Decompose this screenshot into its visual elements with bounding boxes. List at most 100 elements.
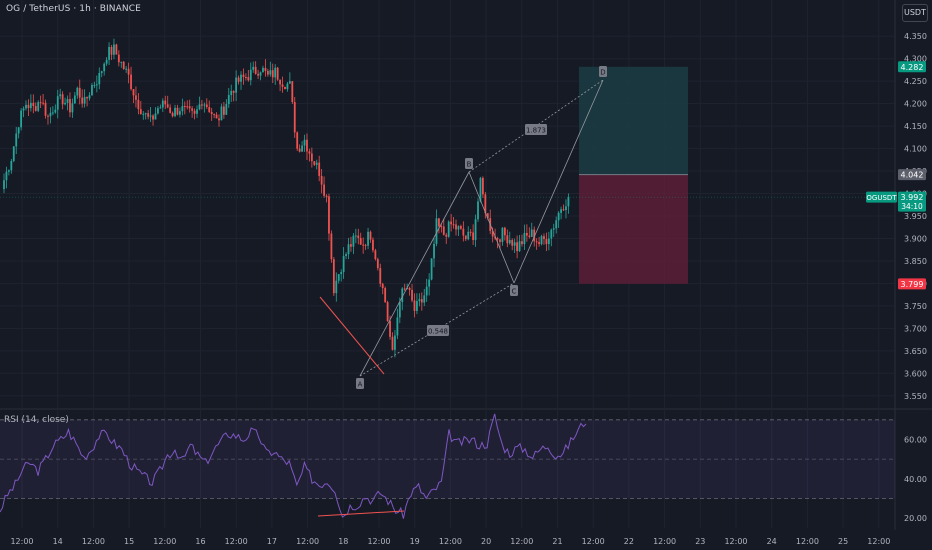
price-axis[interactable]: 4.3504.3004.2504.2004.1504.1004.0504.000…	[904, 32, 927, 523]
candle-body	[152, 115, 154, 120]
price-tick-label: 4.300	[904, 55, 927, 64]
candle-body	[198, 104, 201, 110]
candle-body	[166, 104, 169, 108]
candle-body	[306, 139, 308, 152]
pattern-ratio-label: 1.873	[526, 127, 546, 135]
candle-body	[203, 104, 206, 106]
candle-body	[71, 103, 74, 113]
candle-body	[340, 272, 343, 275]
candle-body	[496, 238, 499, 240]
candle-body	[374, 250, 377, 260]
candle-body	[127, 68, 130, 75]
candle-body	[445, 234, 448, 237]
time-tick-label: 17	[267, 537, 277, 546]
candle-body	[364, 244, 367, 246]
time-tick-label: 12:00	[582, 537, 605, 546]
price-tick-label: 4.100	[904, 145, 927, 154]
candle-body	[508, 239, 511, 244]
time-tick-label: 14	[53, 537, 63, 546]
candle-body	[308, 151, 311, 154]
time-tick-label: 22	[624, 537, 634, 546]
price-label-text: 4.042	[901, 171, 924, 180]
candle-body	[565, 206, 567, 211]
time-tick-label: 12:00	[153, 537, 176, 546]
candle-body	[376, 259, 379, 269]
candle-body	[51, 112, 54, 114]
candle-body	[330, 233, 333, 260]
divergence-line-rsi	[317, 510, 405, 517]
time-tick-label: 18	[338, 537, 348, 546]
candle-body	[447, 221, 450, 237]
candle-body	[384, 288, 387, 303]
candle-body	[335, 280, 338, 294]
candle-body	[193, 110, 196, 114]
candle-body	[440, 226, 443, 228]
candle-body	[345, 254, 347, 256]
candle-body	[491, 230, 494, 237]
candle-body	[220, 106, 223, 121]
time-tick-label: 12:00	[510, 537, 533, 546]
currency-button[interactable]: USDT	[902, 4, 928, 22]
candle-body	[467, 231, 470, 240]
candle-body	[538, 242, 540, 245]
candle-body	[511, 239, 514, 246]
candle-body	[342, 255, 345, 273]
candle-body	[12, 146, 15, 162]
candle-body	[464, 235, 467, 240]
candle-body	[110, 46, 113, 55]
symbol-tag	[866, 191, 897, 203]
candle-body	[560, 209, 562, 213]
time-axis[interactable]: 12:00 14 12:00 15 12:00 16 12:00 17 12:00 18 12:00…	[10, 537, 890, 546]
candle-body	[379, 268, 382, 284]
candle-body	[54, 109, 57, 113]
candle-body	[516, 242, 518, 252]
candle-body	[513, 242, 516, 246]
candle-body	[284, 86, 286, 90]
candle-body	[479, 177, 482, 202]
time-tick-label: 12:00	[796, 537, 819, 546]
candle-body	[430, 258, 433, 280]
candle-body	[171, 112, 174, 117]
candle-body	[144, 113, 147, 115]
candle-body	[276, 67, 279, 80]
candle-body	[183, 106, 186, 108]
candle-body	[78, 87, 81, 98]
candle-body	[88, 95, 91, 99]
candle-body	[394, 335, 396, 350]
candle-body	[154, 113, 157, 120]
divergence-line-price	[319, 296, 385, 375]
candle-body	[481, 177, 484, 195]
price-tick-label: 3.750	[904, 302, 927, 311]
pattern-point-label: C	[512, 288, 517, 296]
rsi-indicator	[0, 413, 895, 519]
candle-body	[413, 300, 416, 311]
abcd-pattern: A B C D 1.873 0.548	[319, 66, 607, 389]
pattern-point-label: D	[600, 69, 605, 77]
candle-body	[169, 107, 172, 113]
pattern-leg-ab	[359, 171, 470, 377]
time-tick-label: 12:00	[867, 537, 890, 546]
candle-body	[27, 104, 30, 109]
candle-body	[132, 89, 135, 96]
candle-body	[223, 106, 225, 115]
pattern-point-label: A	[358, 381, 363, 389]
pattern-point-badge	[465, 158, 473, 169]
candle-body	[252, 66, 255, 70]
candle-body	[56, 96, 59, 110]
candle-body	[208, 107, 211, 112]
candle-body	[460, 226, 462, 229]
time-tick-label: 24	[767, 537, 777, 546]
candle-body	[164, 100, 167, 105]
candle-body	[61, 94, 64, 105]
candle-body	[525, 232, 528, 236]
candle-body	[191, 108, 194, 111]
candle-body	[266, 71, 269, 75]
candle-body	[242, 74, 245, 78]
candle-body	[32, 102, 35, 107]
candle-body	[398, 302, 401, 318]
candle-body	[474, 219, 477, 241]
candle-body	[10, 161, 13, 171]
price-label-text: 4.282	[901, 63, 924, 72]
candle-body	[22, 108, 25, 111]
